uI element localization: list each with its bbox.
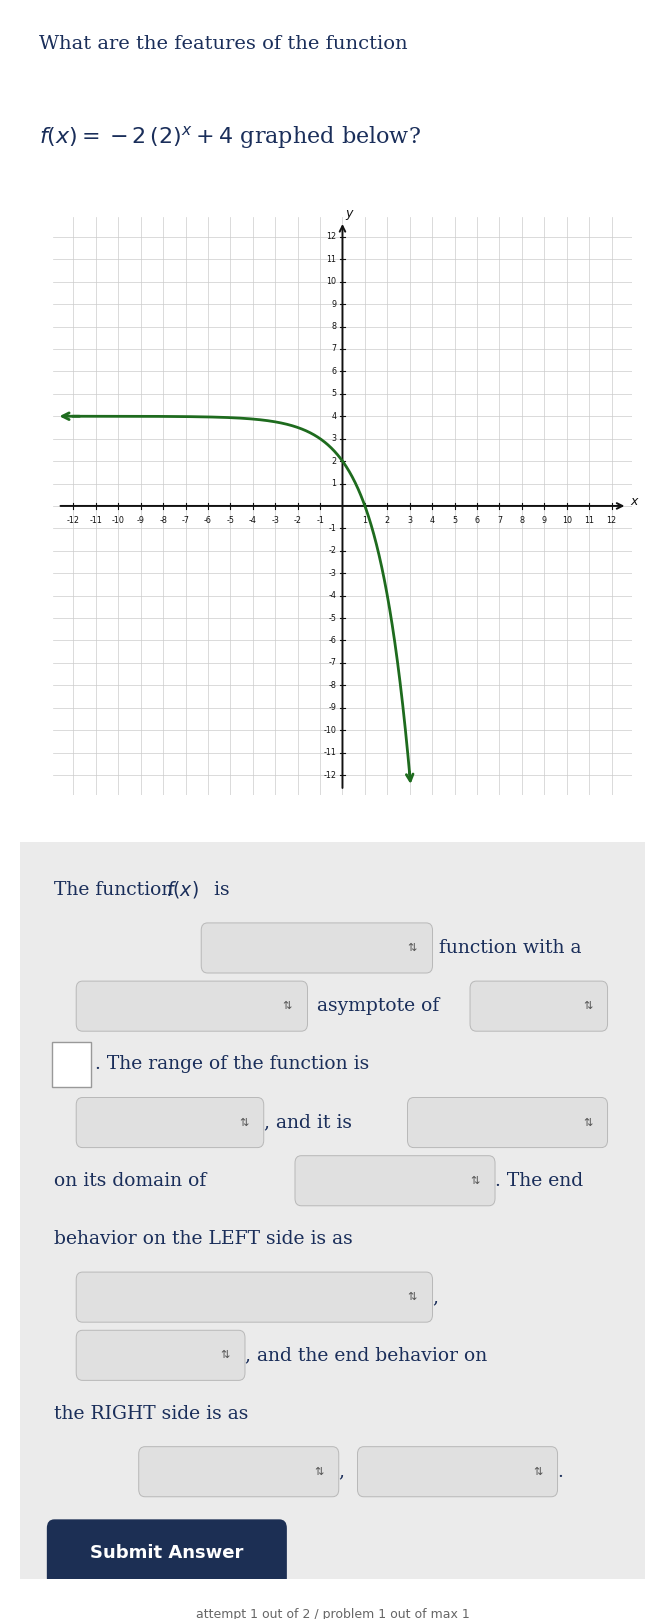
Text: 4: 4	[331, 411, 336, 421]
Text: 10: 10	[562, 516, 572, 525]
Text: behavior on the LEFT side is as: behavior on the LEFT side is as	[55, 1230, 353, 1248]
Text: -1: -1	[316, 516, 324, 525]
Text: -11: -11	[323, 748, 336, 758]
Text: 7: 7	[331, 345, 336, 353]
Text: ,: ,	[338, 1462, 344, 1481]
Text: 3: 3	[407, 516, 412, 525]
Text: 8: 8	[331, 322, 336, 330]
Text: 10: 10	[327, 277, 336, 287]
Text: , and the end behavior on: , and the end behavior on	[245, 1347, 487, 1365]
Text: .: .	[557, 1462, 563, 1481]
Text: , and it is: , and it is	[264, 1114, 352, 1132]
Text: ⇅: ⇅	[470, 1175, 479, 1185]
FancyBboxPatch shape	[358, 1447, 557, 1496]
Text: ⇅: ⇅	[314, 1467, 323, 1477]
FancyBboxPatch shape	[470, 981, 608, 1031]
Text: The function: The function	[55, 881, 180, 899]
Text: 4: 4	[430, 516, 435, 525]
Text: $f(x) = -2\,(2)^x + 4$ graphed below?: $f(x) = -2\,(2)^x + 4$ graphed below?	[39, 123, 421, 151]
Text: -12: -12	[323, 771, 336, 779]
FancyBboxPatch shape	[408, 1098, 608, 1148]
Text: -10: -10	[112, 516, 124, 525]
FancyBboxPatch shape	[53, 1043, 90, 1086]
FancyBboxPatch shape	[76, 981, 307, 1031]
Text: -3: -3	[271, 516, 279, 525]
FancyBboxPatch shape	[76, 1098, 264, 1148]
Text: 6: 6	[475, 516, 479, 525]
Text: -8: -8	[329, 682, 336, 690]
Text: 3: 3	[331, 434, 336, 444]
Text: 1: 1	[331, 479, 336, 487]
Text: -10: -10	[323, 725, 336, 735]
FancyBboxPatch shape	[47, 1519, 287, 1587]
Text: ⇅: ⇅	[220, 1350, 229, 1360]
Text: ⇅: ⇅	[408, 1292, 417, 1302]
Text: -9: -9	[329, 703, 336, 712]
Text: What are the features of the function: What are the features of the function	[39, 36, 408, 53]
Text: 9: 9	[331, 300, 336, 309]
Text: function with a: function with a	[432, 939, 581, 957]
Text: ⇅: ⇅	[583, 1117, 593, 1127]
Text: . The range of the function is: . The range of the function is	[95, 1056, 369, 1073]
Text: 8: 8	[519, 516, 525, 525]
Text: 1: 1	[362, 516, 367, 525]
Text: is: is	[208, 881, 229, 899]
Text: ⇅: ⇅	[239, 1117, 249, 1127]
Text: 7: 7	[497, 516, 502, 525]
Text: -2: -2	[329, 546, 336, 555]
Text: -12: -12	[67, 516, 80, 525]
FancyBboxPatch shape	[14, 835, 650, 1587]
Text: 2: 2	[331, 457, 336, 466]
Text: 12: 12	[606, 516, 616, 525]
Text: 6: 6	[331, 368, 336, 376]
Text: Submit Answer: Submit Answer	[90, 1545, 243, 1562]
FancyBboxPatch shape	[295, 1156, 495, 1206]
Text: 2: 2	[385, 516, 390, 525]
Text: 11: 11	[327, 254, 336, 264]
Text: -7: -7	[329, 659, 336, 667]
Text: 11: 11	[584, 516, 594, 525]
Text: x: x	[630, 495, 638, 508]
Text: 9: 9	[542, 516, 547, 525]
Text: . The end: . The end	[495, 1172, 583, 1190]
Text: y: y	[346, 207, 353, 220]
FancyBboxPatch shape	[139, 1447, 338, 1496]
Text: -1: -1	[329, 525, 336, 533]
Text: $f(x)$: $f(x)$	[166, 879, 198, 900]
Text: -2: -2	[294, 516, 302, 525]
Text: -5: -5	[329, 614, 336, 623]
Text: -8: -8	[159, 516, 167, 525]
Text: ,: ,	[432, 1289, 438, 1307]
Text: ⇅: ⇅	[583, 1001, 593, 1012]
Text: -6: -6	[204, 516, 212, 525]
Text: 5: 5	[452, 516, 457, 525]
Text: -11: -11	[89, 516, 102, 525]
Text: the RIGHT side is as: the RIGHT side is as	[55, 1405, 249, 1423]
FancyBboxPatch shape	[201, 923, 432, 973]
Text: 5: 5	[331, 389, 336, 398]
Text: -7: -7	[182, 516, 190, 525]
Text: -3: -3	[329, 568, 336, 578]
Text: ⇅: ⇅	[408, 942, 417, 954]
Text: -9: -9	[136, 516, 145, 525]
Text: -4: -4	[329, 591, 336, 601]
Text: 12: 12	[326, 233, 336, 241]
Text: asymptote of: asymptote of	[311, 997, 439, 1015]
FancyBboxPatch shape	[76, 1273, 432, 1323]
Text: -4: -4	[249, 516, 257, 525]
Text: ⇅: ⇅	[283, 1001, 292, 1012]
Text: on its domain of: on its domain of	[55, 1172, 207, 1190]
Text: attempt 1 out of 2 / problem 1 out of max 1: attempt 1 out of 2 / problem 1 out of ma…	[196, 1608, 469, 1619]
Text: -6: -6	[329, 636, 336, 644]
Text: -5: -5	[226, 516, 234, 525]
FancyBboxPatch shape	[76, 1331, 245, 1381]
Text: ⇅: ⇅	[533, 1467, 542, 1477]
